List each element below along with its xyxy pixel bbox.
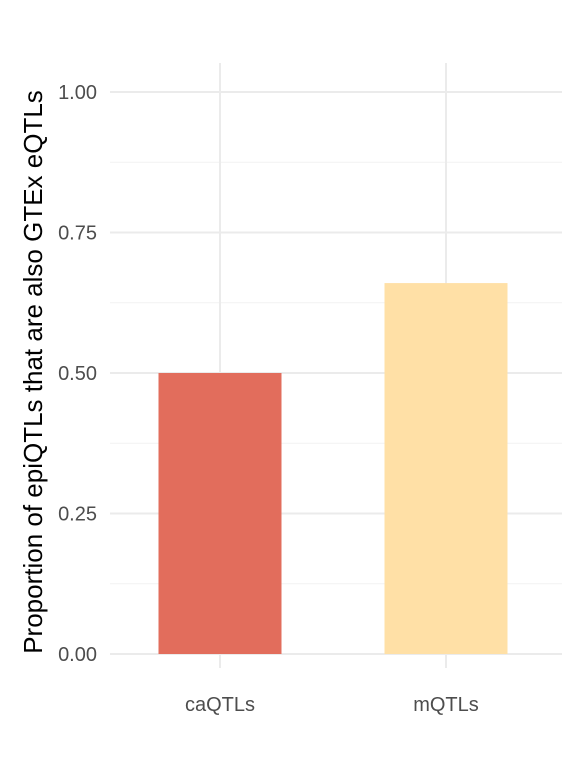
y-axis-tick-labels: 0.00 0.25 0.50 0.75 1.00 [58,82,97,666]
x-tick-label: caQTLs [185,694,255,716]
y-tick-label: 0.25 [58,504,97,526]
y-axis-title: Proportion of epiQTLs that are also GTEx… [18,90,48,654]
y-tick-label: 0.00 [58,644,97,666]
y-tick-label: 0.75 [58,223,97,245]
y-tick-label: 1.00 [58,82,97,104]
x-axis-tick-labels: caQTLs mQTLs [185,694,479,716]
bar-caqtls [158,373,282,654]
bars [158,283,508,654]
bar-mqtls [384,283,508,654]
y-tick-label: 0.50 [58,363,97,385]
x-tick-label: mQTLs [413,694,479,716]
